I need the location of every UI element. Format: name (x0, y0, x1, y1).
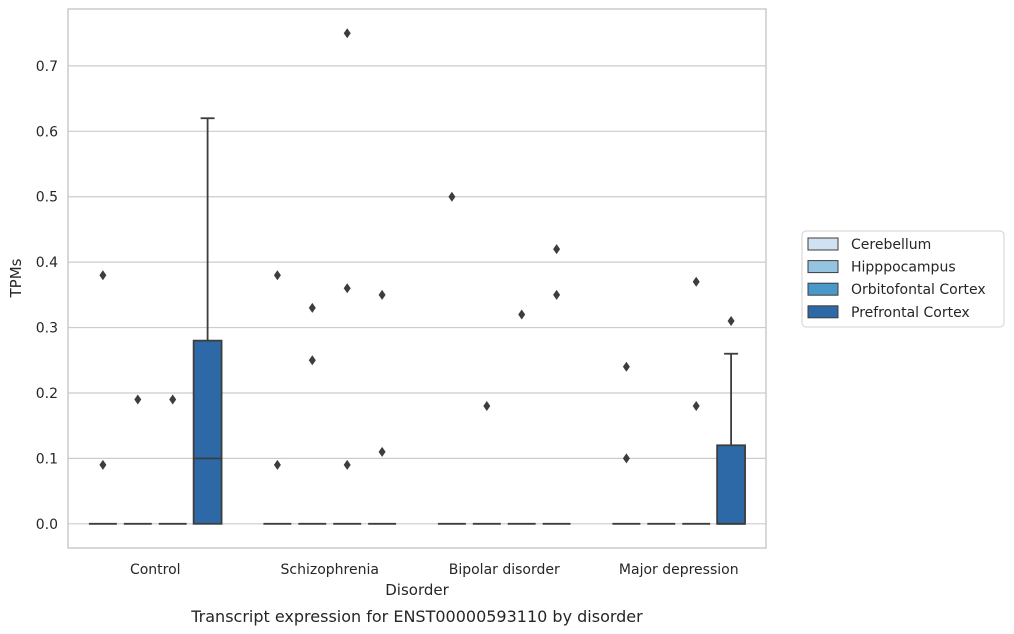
outlier-point (308, 355, 316, 366)
outlier-point (378, 446, 386, 457)
outlier-point (273, 459, 281, 470)
outlier-point (273, 270, 281, 281)
x-tick-label: Control (130, 562, 181, 578)
x-tick-label: Major depression (619, 562, 739, 578)
outlier-point (343, 283, 351, 294)
outlier-point (518, 309, 526, 320)
y-tick-label: 0.0 (36, 517, 58, 533)
outlier-point (99, 459, 107, 470)
outlier-point (553, 289, 561, 300)
outlier-point (99, 270, 107, 281)
y-tick-labels: 0.0 0.1 0.2 0.3 0.4 0.5 0.6 0.7 (36, 59, 58, 533)
y-tick-label: 0.2 (36, 386, 58, 402)
y-tick-label: 0.4 (36, 255, 58, 271)
box (716, 444, 746, 525)
outlier-point (343, 459, 351, 470)
box (192, 339, 223, 525)
outlier-point (378, 289, 386, 300)
outlier-point (169, 394, 177, 405)
legend-label: Orbitofontal Cortex (851, 282, 986, 298)
legend-swatch (807, 282, 839, 296)
outlier-point (553, 244, 561, 255)
y-tick-label: 0.3 (36, 321, 58, 337)
y-tick-label: 0.6 (36, 124, 58, 140)
outlier-point (483, 401, 491, 412)
y-tick-label: 0.1 (36, 451, 58, 467)
outlier-point (727, 316, 735, 327)
x-axis-label: Disorder (385, 581, 449, 599)
plot-frame (67, 8, 767, 549)
chart-caption: Transcript expression for ENST0000059311… (190, 607, 643, 626)
legend-label: Hipppocampus (851, 260, 956, 276)
outlier-point (622, 453, 630, 464)
legend-swatch (807, 305, 839, 319)
y-tick-label: 0.7 (36, 59, 58, 75)
boxes (88, 117, 746, 525)
y-axis-label: TPMs (7, 258, 25, 298)
outlier-point (692, 276, 700, 287)
legend-label: Cerebellum (851, 237, 931, 253)
outlier-point (343, 28, 351, 39)
outlier-point (622, 361, 630, 372)
x-tick-label: Bipolar disorder (449, 562, 560, 578)
x-tick-label: Schizophrenia (281, 562, 379, 578)
outliers (99, 28, 735, 470)
outlier-point (134, 394, 142, 405)
gridlines (68, 65, 766, 525)
legend-frame (801, 230, 1005, 328)
x-tick-labels: Control Schizophrenia Bipolar disorder Majo… (130, 562, 739, 578)
y-tick-label: 0.5 (36, 190, 58, 206)
legend-label: Prefrontal Cortex (851, 305, 970, 321)
outlier-point (448, 191, 456, 202)
legend-swatch (807, 260, 839, 274)
legend-swatch (807, 237, 839, 251)
outlier-point (692, 401, 700, 412)
outlier-point (308, 302, 316, 313)
legend: Cerebellum Hipppocampus Orbitofontal Corte… (801, 230, 1005, 328)
